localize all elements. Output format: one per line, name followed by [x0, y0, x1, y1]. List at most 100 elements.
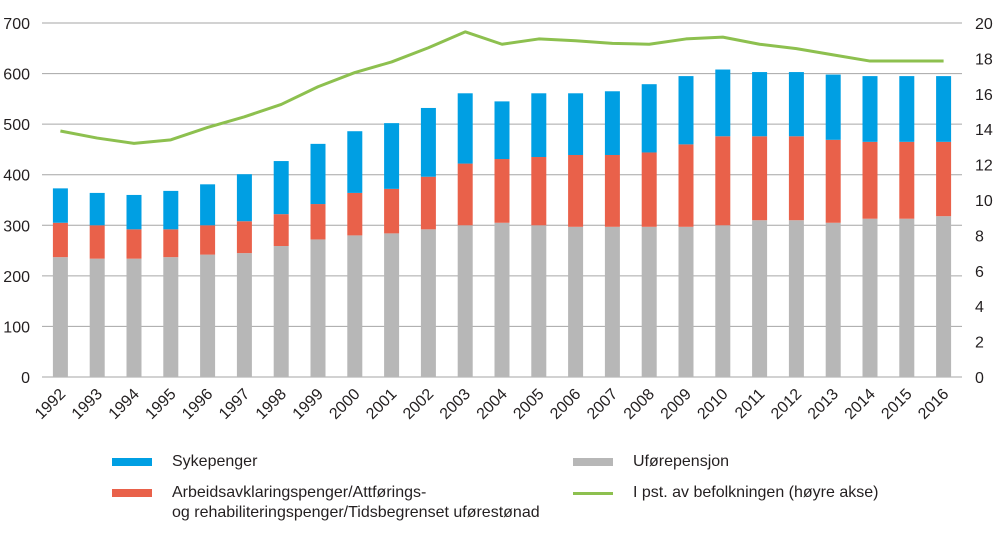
bar-uforepensjon-2003 — [457, 225, 473, 377]
bar-sykepenger-2016 — [936, 76, 952, 142]
bar-uforepensjon-2007 — [604, 226, 620, 377]
bar-sykepenger-2011 — [752, 72, 768, 137]
bar-uforepensjon-1994 — [126, 258, 142, 377]
bar-sykepenger-1998 — [273, 161, 289, 215]
x-tick-label-2014: 2014 — [842, 386, 879, 423]
bar-arbeidsavklaringspenger-2005 — [531, 157, 547, 226]
bar-arbeidsavklaringspenger-2014 — [862, 141, 878, 219]
bar-sykepenger-2013 — [825, 74, 841, 140]
legend-label-uforepensjon: Uførepensjon — [633, 453, 730, 470]
bar-sykepenger-2014 — [862, 76, 878, 142]
x-tick-label-2012: 2012 — [768, 386, 805, 423]
legend-label-arbeidsavklaringspenger-line1: Arbeidsavklaringspenger/Attførings- — [172, 484, 427, 501]
bar-uforepensjon-2012 — [788, 220, 804, 377]
legend-label-population-share: I pst. av befolkningen (høyre akse) — [633, 484, 879, 501]
bar-sykepenger-2002 — [420, 107, 436, 177]
bar-arbeidsavklaringspenger-1999 — [310, 204, 326, 240]
bar-arbeidsavklaringspenger-2009 — [678, 144, 694, 227]
bar-uforepensjon-2013 — [825, 222, 841, 377]
y2-tick-label-16: 16 — [975, 87, 993, 104]
x-tick-label-2010: 2010 — [694, 386, 731, 423]
x-tick-label-2007: 2007 — [584, 386, 621, 423]
bar-arbeidsavklaringspenger-2015 — [899, 141, 915, 219]
y2-tick-label-6: 6 — [975, 264, 984, 281]
bar-uforepensjon-2006 — [568, 226, 584, 377]
x-tick-label-1993: 1993 — [69, 386, 106, 423]
bar-arbeidsavklaringspenger-1994 — [126, 229, 142, 259]
x-tick-label-1994: 1994 — [106, 386, 143, 423]
left-y-axis: 0 100 200 300 400 500 600 700 — [3, 16, 30, 387]
bar-uforepensjon-1997 — [236, 253, 252, 377]
y2-tick-label-20: 20 — [975, 16, 993, 33]
bar-sykepenger-1994 — [126, 194, 142, 230]
x-tick-label-2000: 2000 — [326, 386, 363, 423]
bar-arbeidsavklaringspenger-1995 — [163, 229, 179, 258]
x-tick-label-1997: 1997 — [216, 386, 253, 423]
x-tick-label-2001: 2001 — [363, 386, 400, 423]
bar-arbeidsavklaringspenger-1993 — [89, 225, 105, 259]
bar-sykepenger-1993 — [89, 192, 105, 226]
bar-uforepensjon-2015 — [899, 218, 915, 377]
y-tick-label-500: 500 — [3, 117, 30, 134]
bar-sykepenger-2000 — [347, 131, 363, 193]
bar-uforepensjon-2010 — [715, 225, 731, 377]
x-tick-label-2008: 2008 — [621, 386, 658, 423]
x-tick-label-2016: 2016 — [915, 386, 952, 423]
bar-sykepenger-1997 — [236, 174, 252, 222]
bar-sykepenger-2010 — [715, 69, 731, 137]
legend-swatch-arbeidsavklaringspenger — [112, 489, 152, 497]
y-tick-label-400: 400 — [3, 168, 30, 185]
x-tick-label-2015: 2015 — [878, 386, 915, 423]
chart: 0 100 200 300 400 500 600 700 0 2 4 6 8 10 12 14 16 18 20… — [3, 16, 993, 423]
y-tick-label-200: 200 — [3, 269, 30, 286]
bar-arbeidsavklaringspenger-2011 — [752, 136, 768, 221]
bar-uforepensjon-1993 — [89, 258, 105, 377]
bar-sykepenger-2004 — [494, 101, 510, 160]
bar-sykepenger-2003 — [457, 93, 473, 164]
bar-arbeidsavklaringspenger-1997 — [236, 221, 252, 254]
bar-uforepensjon-2009 — [678, 226, 694, 377]
bar-sykepenger-2012 — [788, 72, 804, 137]
y2-tick-label-2: 2 — [975, 335, 984, 352]
bar-uforepensjon-1992 — [52, 257, 68, 377]
bar-uforepensjon-2008 — [641, 226, 657, 377]
x-tick-label-2011: 2011 — [732, 386, 768, 422]
bar-uforepensjon-1999 — [310, 239, 326, 377]
bar-sykepenger-2001 — [384, 123, 400, 189]
legend-label-arbeidsavklaringspenger-line2: og rehabiliteringspenger/Tidsbegrenset u… — [172, 504, 540, 521]
y2-tick-label-0: 0 — [975, 370, 984, 387]
bar-sykepenger-2005 — [531, 93, 547, 158]
bar-arbeidsavklaringspenger-1998 — [273, 214, 289, 247]
bar-arbeidsavklaringspenger-2000 — [347, 192, 363, 236]
bar-arbeidsavklaringspenger-2001 — [384, 188, 400, 234]
bar-arbeidsavklaringspenger-2010 — [715, 136, 731, 226]
bar-uforepensjon-2016 — [936, 216, 952, 377]
legend-item-uforepensjon: Uførepensjon — [573, 452, 729, 472]
bar-uforepensjon-1998 — [273, 246, 289, 377]
bar-sykepenger-2007 — [604, 91, 620, 155]
bar-uforepensjon-2011 — [752, 220, 768, 377]
bar-arbeidsavklaringspenger-2004 — [494, 159, 510, 223]
bar-arbeidsavklaringspenger-2016 — [936, 141, 952, 217]
bar-sykepenger-2015 — [899, 76, 915, 142]
bar-uforepensjon-2005 — [531, 225, 547, 377]
x-tick-label-1998: 1998 — [253, 386, 290, 423]
x-tick-label-2013: 2013 — [805, 386, 842, 423]
x-tick-label-2009: 2009 — [658, 386, 695, 423]
legend-item-arbeidsavklaringspenger: Arbeidsavklaringspenger/Attførings- og r… — [112, 483, 540, 523]
y-tick-label-100: 100 — [3, 319, 30, 336]
legend-swatch-uforepensjon — [573, 458, 613, 466]
x-tick-label-2004: 2004 — [474, 386, 511, 423]
bar-arbeidsavklaringspenger-2006 — [568, 154, 584, 227]
legend-label-sykepenger: Sykepenger — [172, 453, 258, 470]
y-tick-label-700: 700 — [3, 16, 30, 33]
x-tick-label-2005: 2005 — [510, 386, 547, 423]
y2-tick-label-18: 18 — [975, 51, 993, 68]
bar-uforepensjon-2001 — [384, 233, 400, 377]
bar-arbeidsavklaringspenger-2002 — [420, 176, 436, 230]
y-tick-label-0: 0 — [21, 370, 30, 387]
line-series — [60, 30, 944, 145]
bar-sykepenger-2008 — [641, 84, 657, 153]
y2-tick-label-4: 4 — [975, 299, 984, 316]
x-tick-label-2002: 2002 — [400, 386, 437, 423]
